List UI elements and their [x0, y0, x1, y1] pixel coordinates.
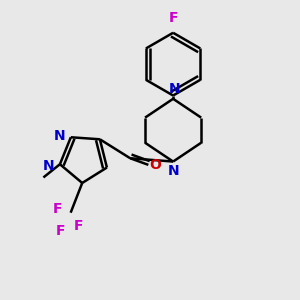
Text: N: N: [42, 159, 54, 173]
Text: F: F: [168, 11, 178, 25]
Text: O: O: [150, 158, 162, 172]
Text: N: N: [168, 82, 180, 96]
Text: N: N: [53, 129, 65, 142]
Text: F: F: [74, 219, 84, 233]
Text: F: F: [53, 202, 62, 216]
Text: N: N: [168, 164, 180, 178]
Text: F: F: [56, 224, 65, 238]
